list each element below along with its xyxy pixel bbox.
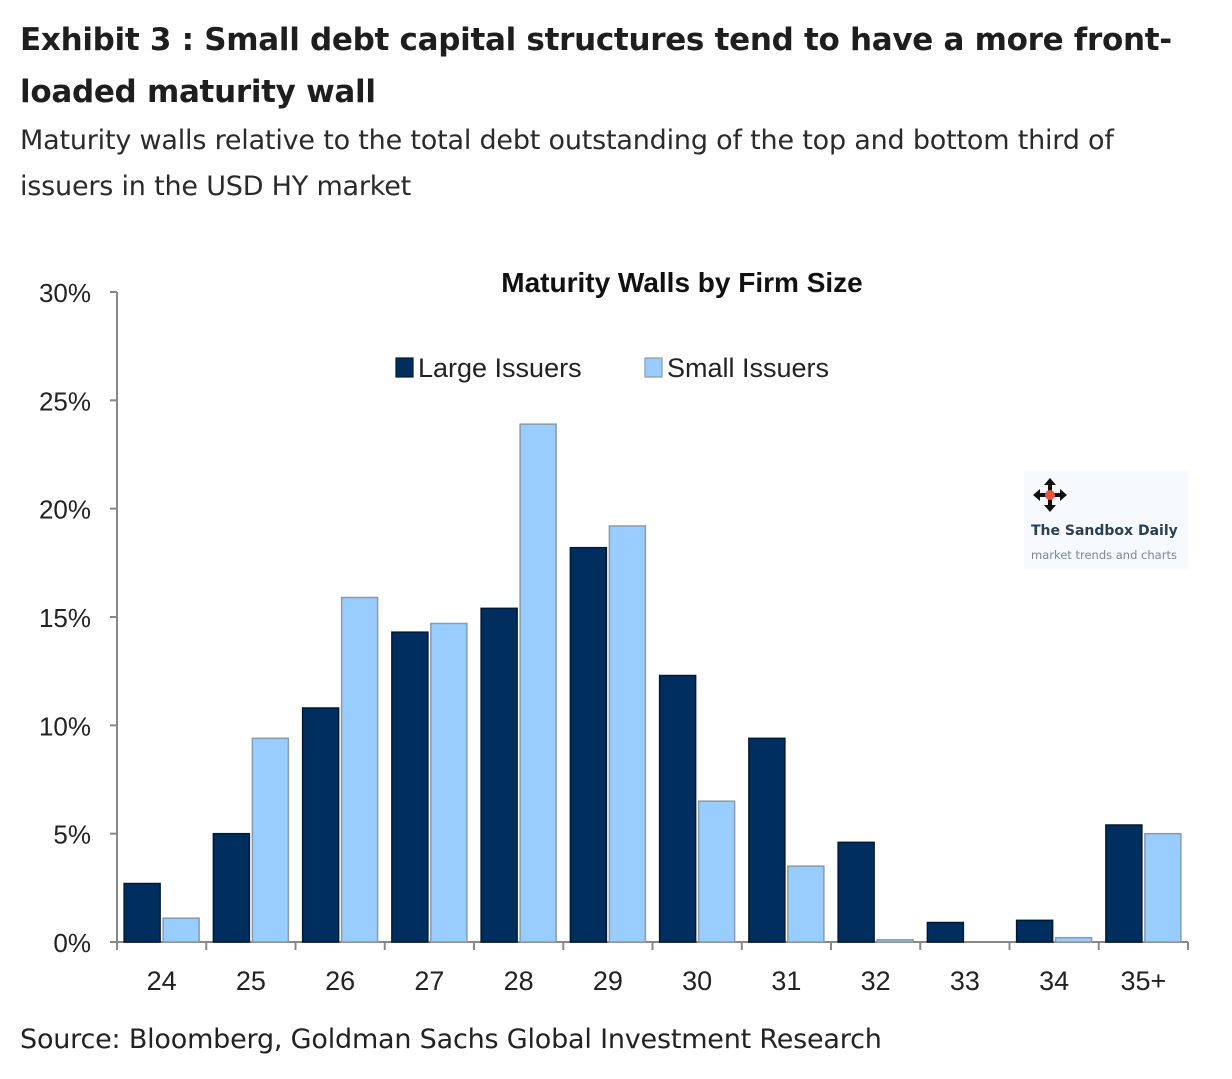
bar-small-34 (1054, 936, 1093, 943)
bar-large-27 (391, 631, 429, 943)
exhibit-title: Exhibit 3 : Small debt capital structure… (20, 22, 1172, 110)
x-tick-label: 34 (1039, 966, 1069, 996)
bar-small-27 (430, 622, 468, 943)
x-tick-label: 25 (236, 966, 266, 996)
bar-large-25 (212, 832, 251, 943)
x-tick-label: 29 (593, 966, 623, 996)
bar-large-28 (480, 607, 518, 943)
bar-large-24 (123, 882, 161, 943)
x-tick-label: 26 (325, 966, 355, 996)
y-tick-label: 25% (39, 386, 91, 416)
legend: Large Issuers Small Issuers (395, 353, 829, 383)
watermark-name: The Sandbox Daily (1031, 523, 1178, 539)
legend-swatch-large (395, 357, 414, 378)
y-tick-label: 30% (39, 278, 91, 308)
watermark-tagline: market trends and charts (1031, 548, 1177, 562)
bar-large-35+ (1105, 824, 1143, 943)
legend-swatch-small (644, 357, 663, 378)
bar-small-35+ (1144, 832, 1182, 943)
bars (123, 423, 1182, 943)
x-tick-label: 30 (682, 966, 712, 996)
bar-small-28 (519, 423, 557, 943)
bar-large-34 (1015, 919, 1054, 943)
bar-large-30 (658, 674, 697, 943)
x-axis: 24 25 26 27 28 29 30 31 32 33 34 35+ (116, 941, 1189, 996)
y-axis: 0% 5% 10% 15% 20% 25% 30% (39, 278, 118, 958)
bar-small-29 (608, 525, 647, 943)
bar-large-31 (748, 737, 786, 943)
bar-small-32 (876, 939, 914, 943)
bar-large-29 (569, 546, 608, 943)
y-tick-label: 15% (39, 603, 91, 633)
y-tick-label: 20% (39, 495, 91, 525)
x-tick-label: 32 (861, 966, 891, 996)
bar-small-30 (697, 800, 736, 943)
bar-large-32 (837, 841, 875, 943)
y-tick-label: 5% (53, 820, 91, 850)
bar-small-31 (787, 865, 825, 943)
x-tick-label: 24 (147, 966, 177, 996)
exhibit-subtitle: Maturity walls relative to the total deb… (20, 125, 1114, 202)
bar-large-33 (926, 921, 965, 943)
watermark-badge: The Sandbox Daily market trends and char… (1024, 471, 1188, 569)
x-tick-label: 27 (414, 966, 444, 996)
y-tick-label: 0% (53, 928, 91, 958)
bar-small-26 (340, 596, 379, 943)
bar-small-25 (251, 737, 290, 943)
x-tick-label: 28 (504, 966, 534, 996)
y-tick-label: 10% (39, 711, 91, 741)
x-tick-label: 33 (950, 966, 980, 996)
x-tick-label: 31 (771, 966, 801, 996)
move-arrows-icon (1033, 478, 1067, 512)
source-note: Source: Bloomberg, Goldman Sachs Global … (20, 1024, 882, 1055)
chart-title: Maturity Walls by Firm Size (501, 267, 862, 298)
legend-label-small: Small Issuers (667, 353, 829, 383)
x-tick-label: 35+ (1120, 966, 1166, 996)
legend-label-large: Large Issuers (418, 353, 582, 383)
bar-small-24 (162, 917, 200, 943)
bar-large-26 (301, 707, 340, 943)
